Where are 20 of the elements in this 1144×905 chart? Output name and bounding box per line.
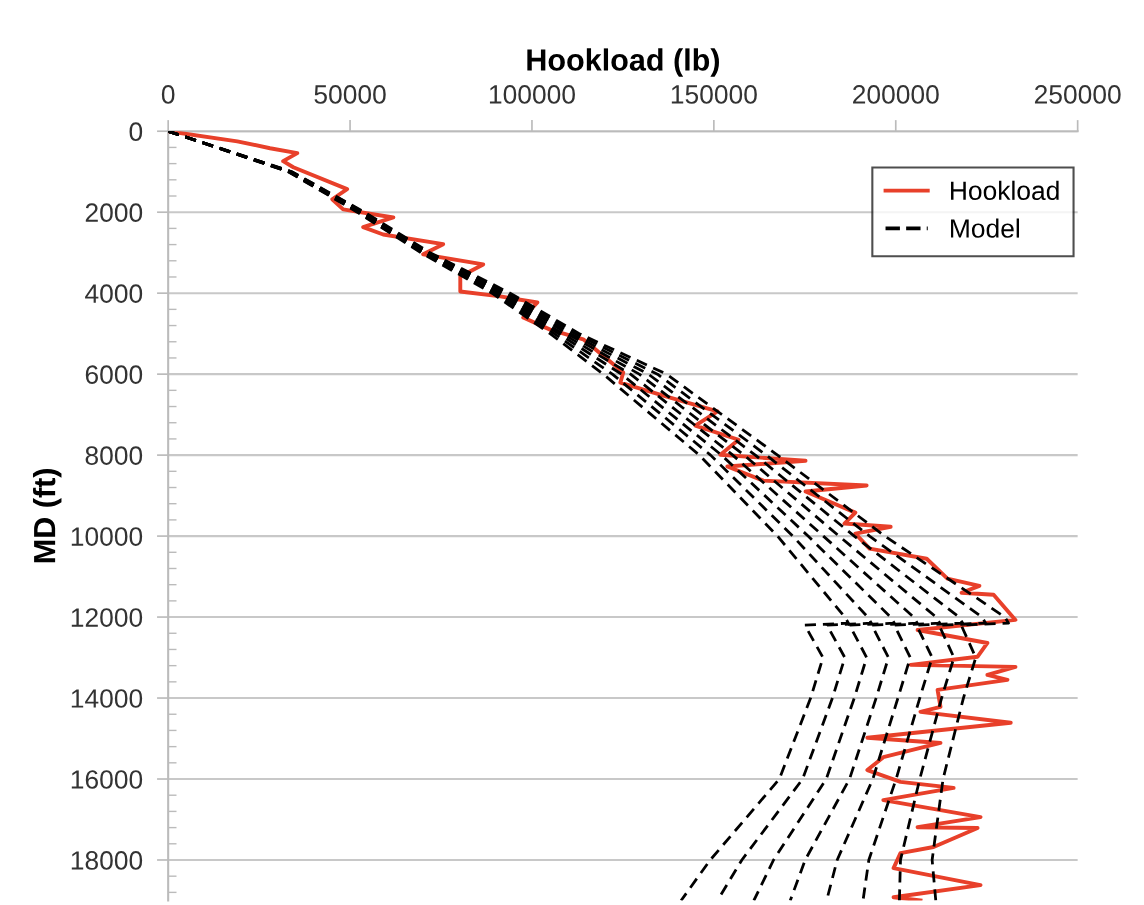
legend-label: Hookload <box>951 180 1059 201</box>
y-axis-title: MD (ft) <box>32 469 62 563</box>
y-tick-label: 10000 <box>71 527 143 546</box>
x-tick-label: 100000 <box>489 85 575 104</box>
y-tick-label: 2000 <box>85 203 143 223</box>
x-axis-title: Hookload (lb) <box>527 48 719 77</box>
legend-label: Model <box>951 218 1019 238</box>
x-tick-label: 250000 <box>1034 85 1121 104</box>
y-tick-label: 0 <box>129 122 143 142</box>
x-tick-label: 50000 <box>314 85 386 104</box>
y-tick-label: 6000 <box>85 365 143 384</box>
x-tick-label: 150000 <box>671 85 757 104</box>
y-tick-label: 14000 <box>71 689 143 708</box>
y-tick-label: 18000 <box>71 851 143 870</box>
y-tick-label: 8000 <box>85 446 143 465</box>
y-tick-label: 4000 <box>85 284 143 303</box>
x-tick-label: 0 <box>161 85 175 104</box>
x-tick-label: 200000 <box>853 85 939 104</box>
y-tick-label: 12000 <box>71 608 143 627</box>
y-tick-label: 16000 <box>71 770 143 789</box>
